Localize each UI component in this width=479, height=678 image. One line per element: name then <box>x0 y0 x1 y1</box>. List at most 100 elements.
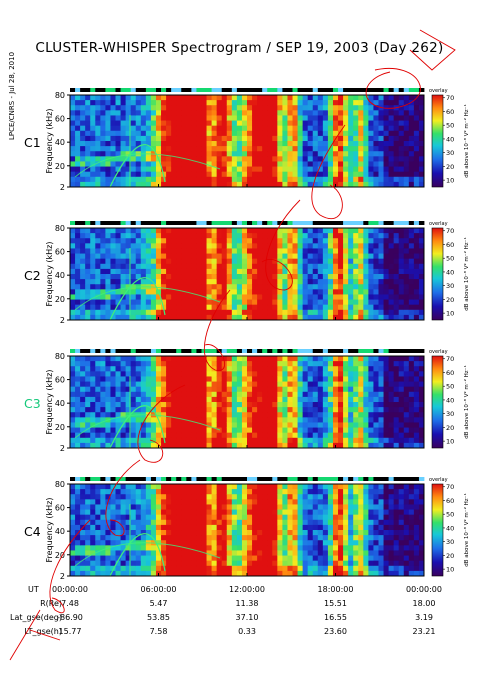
spectrogram-cell <box>302 105 309 111</box>
spectrogram-cell <box>161 545 167 551</box>
status-cell <box>408 88 415 92</box>
spectrogram-cell <box>236 376 243 383</box>
spectrogram-cell <box>413 309 420 316</box>
spectrogram-cell <box>332 105 339 111</box>
spectrogram-cell <box>282 427 288 434</box>
spectrogram-cell <box>267 545 273 551</box>
spectrogram-cell <box>363 258 369 265</box>
spectrogram-cell <box>206 514 213 521</box>
spectrogram-cell <box>398 294 405 301</box>
spectrogram-cell <box>100 115 106 122</box>
spectrogram-cell <box>343 422 349 429</box>
spectrogram-cell <box>100 135 106 142</box>
spectrogram-cell <box>363 417 369 423</box>
spectrogram-cell <box>100 427 106 434</box>
spectrogram-cell <box>413 233 420 239</box>
spectrogram-cell <box>292 95 299 101</box>
spectrogram-cell <box>191 156 197 162</box>
spectrogram-cell <box>408 248 415 255</box>
spectrogram-cell <box>216 171 223 178</box>
spectrogram-cell <box>231 432 238 439</box>
spectrogram-cell <box>403 442 410 449</box>
spectrogram-cell <box>70 570 76 577</box>
spectrogram-cell <box>110 141 117 147</box>
spectrogram-cell <box>150 171 157 178</box>
spectrogram-cell <box>140 314 147 321</box>
spectrogram-cell <box>282 176 288 183</box>
spectrogram-cell <box>196 437 202 444</box>
spectrogram-cell <box>297 427 304 434</box>
spectrogram-cell <box>161 499 167 505</box>
spectrogram-cell <box>176 366 182 372</box>
spectrogram-cell <box>398 263 405 270</box>
spectrogram-cell <box>221 524 228 531</box>
spectrogram-cell <box>75 176 81 183</box>
spectrogram-cell <box>135 396 142 403</box>
spectrogram-cell <box>90 130 96 137</box>
status-cell <box>338 88 344 92</box>
spectrogram-cell <box>70 299 76 306</box>
spectrogram-cell <box>100 110 106 116</box>
spectrogram-cell <box>312 248 319 255</box>
spectrogram-cell <box>236 294 243 301</box>
spectrogram-cell <box>115 100 122 106</box>
spectrogram-cell <box>191 494 197 500</box>
spectrogram-cell <box>100 268 106 275</box>
spectrogram-cell <box>191 141 197 147</box>
spectrogram-cell <box>145 105 152 111</box>
spectrogram-cell <box>327 437 334 444</box>
status-cell <box>75 349 81 353</box>
panel-header-text: overlay <box>429 349 448 355</box>
spectrogram-cell <box>75 396 81 403</box>
spectrogram-cell <box>171 243 177 249</box>
spectrogram-cell <box>388 371 395 377</box>
spectrogram-cell <box>70 391 76 398</box>
spectrogram-cell <box>373 105 379 111</box>
spectrogram-cell <box>115 304 122 311</box>
status-cell <box>348 221 354 225</box>
spectrogram-cell <box>70 407 76 413</box>
spectrogram-cell <box>80 151 86 157</box>
spectrogram-cell <box>272 100 278 106</box>
spectrogram-cell <box>191 361 197 367</box>
spectrogram-cell <box>307 166 314 173</box>
spectrogram-cell <box>85 570 91 577</box>
ytick-label: 40 <box>55 271 65 280</box>
spectrogram-cell <box>95 253 101 260</box>
spectrogram-cell <box>80 427 86 434</box>
spectrogram-cell <box>338 361 344 367</box>
status-cell <box>241 349 248 353</box>
spectrogram-cell <box>322 141 329 147</box>
spectrogram-cell <box>186 141 192 147</box>
spectrogram-cell <box>388 115 395 122</box>
spectrogram-cell <box>368 125 374 132</box>
spectrogram-cell <box>130 437 137 444</box>
spectrogram-cell <box>353 228 359 234</box>
spectrogram-cell <box>388 376 395 383</box>
spectrogram-cell <box>176 120 182 127</box>
spectrogram-cell <box>196 381 202 388</box>
spectrogram-cell <box>262 253 268 260</box>
spectrogram-cell <box>317 279 324 285</box>
spectrogram-cell <box>236 156 243 162</box>
spectrogram-cell <box>186 356 192 362</box>
spectrogram-cell <box>166 484 172 490</box>
spectrogram-cell <box>206 484 213 490</box>
spectrogram-cell <box>262 437 268 444</box>
spectrogram-cell <box>297 110 304 116</box>
spectrogram-cell <box>105 391 111 398</box>
spectrogram-cell <box>383 371 390 377</box>
spectrogram-cell <box>247 238 253 244</box>
spectrogram-cell <box>252 289 258 295</box>
spectrogram-cell <box>282 366 288 372</box>
spectrogram-cell <box>221 437 228 444</box>
spectrogram-cell <box>408 238 415 244</box>
spectrogram-cell <box>236 304 243 311</box>
spectrogram-cell <box>292 156 299 162</box>
spectrogram-cell <box>236 422 243 429</box>
spectrogram-cell <box>272 361 278 367</box>
spectrogram-cell <box>176 299 182 306</box>
spectrogram-cell <box>373 299 379 306</box>
spectrogram-cell <box>120 376 127 383</box>
colorbar-label: dB above 10⁻⁸ V² m⁻² Hz⁻¹ <box>463 365 470 439</box>
